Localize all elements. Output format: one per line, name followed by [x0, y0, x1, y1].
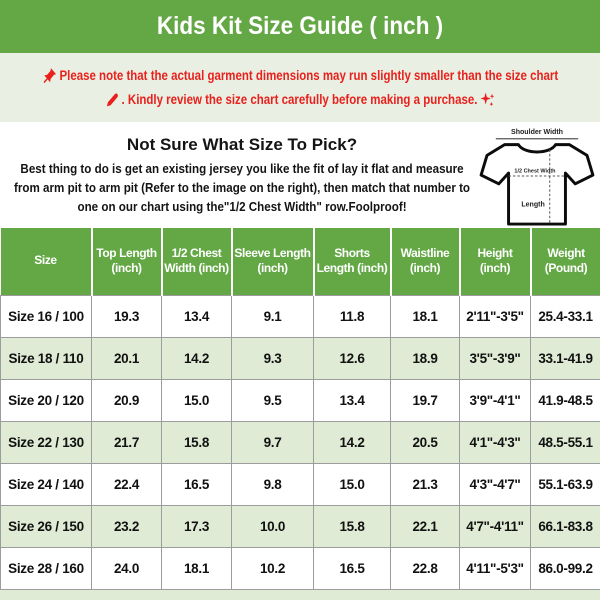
value-cell: 19.7	[390, 378, 460, 422]
column-header-top-length: Top Length (inch)	[90, 228, 162, 295]
value-cell: 10.2	[231, 546, 314, 590]
size-table: Size Top Length (inch) 1/2 Chest Width (…	[0, 228, 600, 590]
table-row: Size 28 / 160 24.0 18.1 10.2 16.5 22.8 4'11"-5…	[0, 546, 600, 590]
size-table-body: Size 16 / 100 19.3 13.4 9.1 11.8 18.1 2'11"-3'…	[0, 294, 600, 590]
size-cell: Size 22 / 130	[0, 420, 92, 464]
notice-banner: Please note that the actual garment dime…	[0, 53, 600, 122]
value-cell: 12.6	[313, 336, 391, 380]
value-cell: 17.3	[161, 504, 232, 548]
value-cell: 48.5-55.1	[530, 420, 600, 464]
guide-text: Not Sure What Size To Pick? Best thing t…	[0, 122, 478, 228]
guide-heading: Not Sure What Size To Pick?	[126, 135, 358, 155]
size-cell: Size 26 / 150	[0, 504, 92, 548]
value-cell: 25.4-33.1	[530, 294, 600, 338]
notice-line-2: . Kindly review the size chart carefully…	[105, 91, 495, 109]
size-cell: Size 20 / 120	[0, 378, 92, 422]
value-cell: 13.4	[313, 378, 391, 422]
table-row: Size 26 / 150 23.2 17.3 10.0 15.8 22.1 4'7"-4'…	[0, 504, 600, 548]
value-cell: 2'11"-3'5"	[459, 294, 531, 338]
value-cell: 14.2	[313, 420, 391, 464]
value-cell: 9.8	[231, 462, 314, 506]
value-cell: 21.3	[390, 462, 460, 506]
size-cell: Size 28 / 160	[0, 546, 92, 590]
table-row: Size 24 / 140 22.4 16.5 9.8 15.0 21.3 4'3"-4'7…	[0, 462, 600, 506]
sparkles-icon	[479, 91, 495, 109]
column-header-sleeve-length: Sleeve Length (inch)	[230, 228, 314, 295]
tshirt-outline	[479, 143, 595, 226]
value-cell: 55.1-63.9	[530, 462, 600, 506]
value-cell: 3'9"-4'1"	[459, 378, 531, 422]
value-cell: 4'7"-4'11"	[459, 504, 531, 548]
length-label: Length	[521, 201, 544, 208]
chest-width-label: 1/2 Chest Width	[514, 169, 556, 175]
value-cell: 15.8	[161, 420, 232, 464]
value-cell: 41.9-48.5	[530, 378, 600, 422]
value-cell: 22.1	[390, 504, 460, 548]
column-header-height: Height (inch)	[458, 228, 531, 295]
notice-text-1: Please note that the actual garment dime…	[59, 67, 558, 83]
shoulder-width-label: Shoulder Width	[511, 129, 563, 136]
notice-line-1: Please note that the actual garment dime…	[42, 67, 558, 84]
value-cell: 19.3	[91, 294, 162, 338]
header-row: Size Top Length (inch) 1/2 Chest Width (…	[0, 228, 600, 295]
value-cell: 16.5	[161, 462, 232, 506]
table-row: Size 20 / 120 20.9 15.0 9.5 13.4 19.7 3'9"-4'1…	[0, 378, 600, 422]
value-cell: 16.5	[313, 546, 391, 590]
value-cell: 18.1	[161, 546, 232, 590]
column-header-waistline: Waistline (inch)	[389, 228, 460, 295]
value-cell: 18.9	[390, 336, 460, 380]
column-header-chest-width: 1/2 Chest Width (inch)	[160, 228, 232, 295]
size-table-header: Size Top Length (inch) 1/2 Chest Width (…	[0, 228, 600, 295]
value-cell: 15.0	[313, 462, 391, 506]
value-cell: 4'1"-4'3"	[459, 420, 531, 464]
table-row: Size 16 / 100 19.3 13.4 9.1 11.8 18.1 2'11"-3'…	[0, 294, 600, 338]
value-cell: 3'5"-3'9"	[459, 336, 531, 380]
value-cell: 11.8	[313, 294, 391, 338]
column-header-size: Size	[0, 228, 92, 295]
guide-section: Not Sure What Size To Pick? Best thing t…	[0, 122, 600, 228]
value-cell: 66.1-83.8	[530, 504, 600, 548]
value-cell: 20.5	[390, 420, 460, 464]
size-cell: Size 24 / 140	[0, 462, 92, 506]
size-cell: Size 18 / 110	[0, 336, 92, 380]
table-row: Size 22 / 130 21.7 15.8 9.7 14.2 20.5 4'1"-4'3…	[0, 420, 600, 464]
value-cell: 14.2	[161, 336, 232, 380]
value-cell: 86.0-99.2	[530, 546, 600, 590]
bottom-strip	[0, 589, 600, 600]
title-bar: Kids Kit Size Guide ( inch )	[0, 0, 600, 53]
value-cell: 18.1	[390, 294, 460, 338]
value-cell: 9.3	[231, 336, 314, 380]
size-cell: Size 16 / 100	[0, 294, 92, 338]
page-title: Kids Kit Size Guide ( inch )	[156, 12, 444, 40]
value-cell: 23.2	[91, 504, 162, 548]
tshirt-diagram: Shoulder Width 1/2 Chest Width Length	[475, 125, 599, 227]
column-header-shorts-length: Shorts Length (inch)	[312, 228, 391, 295]
table-row: Size 18 / 110 20.1 14.2 9.3 12.6 18.9 3'5"-3'9…	[0, 336, 600, 380]
value-cell: 9.5	[231, 378, 314, 422]
value-cell: 10.0	[231, 504, 314, 548]
value-cell: 9.1	[231, 294, 314, 338]
value-cell: 24.0	[91, 546, 162, 590]
value-cell: 20.1	[91, 336, 162, 380]
value-cell: 9.7	[231, 420, 314, 464]
value-cell: 21.7	[91, 420, 162, 464]
value-cell: 20.9	[91, 378, 162, 422]
value-cell: 22.4	[91, 462, 162, 506]
value-cell: 13.4	[161, 294, 232, 338]
column-header-weight: Weight (Pound)	[529, 228, 600, 295]
value-cell: 33.1-41.9	[530, 336, 600, 380]
guide-body: Best thing to do is get an existing jers…	[14, 161, 471, 214]
value-cell: 4'3"-4'7"	[459, 462, 531, 506]
value-cell: 15.8	[313, 504, 391, 548]
value-cell: 4'11"-5'3"	[459, 546, 531, 590]
notice-text-2: . Kindly review the size chart carefully…	[121, 92, 478, 107]
value-cell: 15.0	[161, 378, 232, 422]
pushpin-icon	[42, 67, 56, 84]
value-cell: 22.8	[390, 546, 460, 590]
pen-icon	[105, 92, 119, 108]
